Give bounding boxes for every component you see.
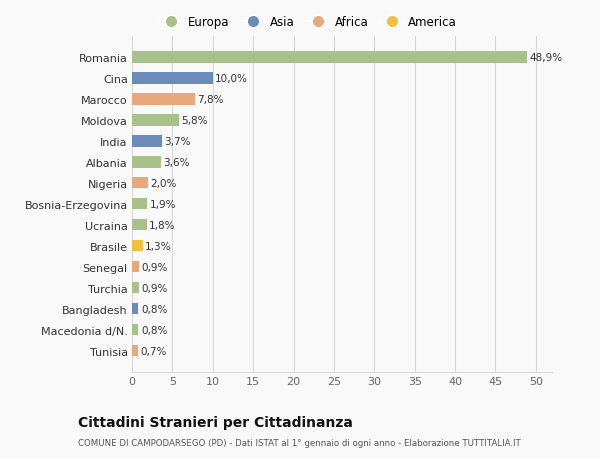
Text: 0,7%: 0,7%	[140, 346, 166, 356]
Bar	[132, 178, 148, 189]
Text: 5,8%: 5,8%	[181, 116, 208, 125]
Bar	[132, 73, 213, 84]
Bar	[132, 261, 139, 273]
Text: 2,0%: 2,0%	[151, 179, 177, 188]
Text: 10,0%: 10,0%	[215, 73, 248, 84]
Text: 1,9%: 1,9%	[150, 199, 176, 209]
Bar	[132, 157, 161, 168]
Text: COMUNE DI CAMPODARSEGO (PD) - Dati ISTAT al 1° gennaio di ogni anno - Elaborazio: COMUNE DI CAMPODARSEGO (PD) - Dati ISTAT…	[78, 438, 521, 448]
Text: 0,8%: 0,8%	[141, 325, 167, 335]
Text: 1,3%: 1,3%	[145, 241, 172, 251]
Bar	[132, 241, 143, 252]
Text: 0,9%: 0,9%	[142, 262, 168, 272]
Bar	[132, 303, 139, 315]
Bar	[132, 52, 527, 63]
Text: 3,7%: 3,7%	[164, 136, 191, 146]
Text: 1,8%: 1,8%	[149, 220, 175, 230]
Bar	[132, 282, 139, 294]
Bar	[132, 115, 179, 126]
Text: 48,9%: 48,9%	[529, 53, 563, 63]
Text: 3,6%: 3,6%	[163, 157, 190, 168]
Text: 7,8%: 7,8%	[197, 95, 224, 105]
Bar	[132, 345, 137, 357]
Text: 0,9%: 0,9%	[142, 283, 168, 293]
Bar	[132, 136, 162, 147]
Bar	[132, 324, 139, 336]
Text: Cittadini Stranieri per Cittadinanza: Cittadini Stranieri per Cittadinanza	[78, 415, 353, 429]
Text: 0,8%: 0,8%	[141, 304, 167, 314]
Bar	[132, 198, 148, 210]
Legend: Europa, Asia, Africa, America: Europa, Asia, Africa, America	[160, 16, 457, 29]
Bar	[132, 219, 146, 231]
Bar	[132, 94, 195, 105]
